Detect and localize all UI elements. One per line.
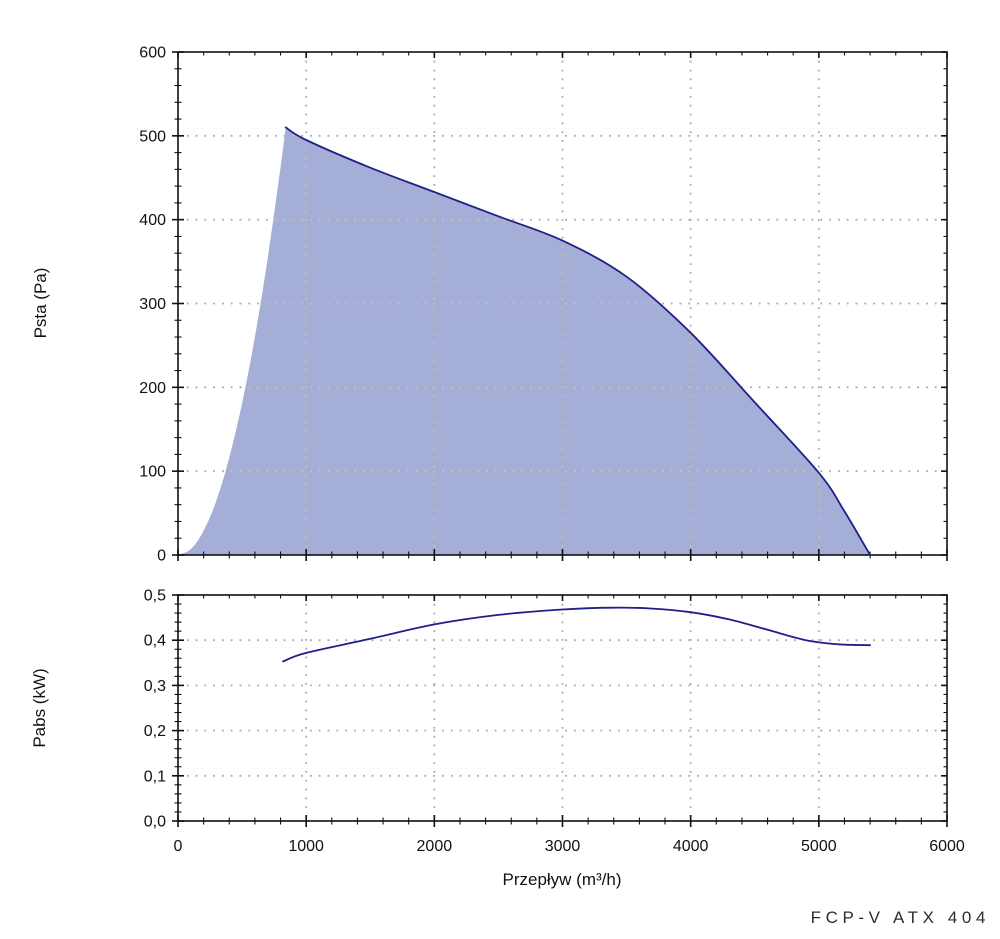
- y-tick-label: 300: [139, 296, 166, 313]
- y-tick-label: 0,4: [144, 633, 166, 650]
- y-tick-label: 600: [139, 45, 166, 62]
- x-tick-label: 2000: [417, 838, 453, 855]
- y-tick-label: 0: [157, 548, 166, 565]
- x-tick-label: 3000: [545, 838, 581, 855]
- gridlines: [178, 595, 947, 821]
- y-tick-label: 100: [139, 464, 166, 481]
- x-tick-label: 1000: [288, 838, 324, 855]
- y-tick-label: 0,5: [144, 588, 166, 605]
- flow-axis-title: Przepływ (m³/h): [502, 870, 622, 889]
- y-tick-label: 200: [139, 380, 166, 397]
- y-tick-label: 0,3: [144, 678, 166, 695]
- plot-power: 0,0 0,1 0,2 0,3 0,4 0,5 0 1000 2000 3000 4000 5000 6…: [144, 588, 965, 856]
- operating-area-fill: [178, 127, 871, 556]
- absorbed-power-curve: [282, 606, 871, 663]
- fan-pressure-curve: [284, 126, 871, 556]
- x-tick-label: 6000: [929, 838, 965, 855]
- model-label: FCP-V ATX 404: [810, 908, 990, 927]
- ticks: [172, 51, 948, 561]
- x-tick-label: 0: [174, 838, 183, 855]
- pressure-axis-title: Psta (Pa): [31, 267, 50, 339]
- ticks: [172, 594, 948, 827]
- plot-frame: [177, 594, 948, 822]
- y-tick-label: 0,0: [144, 814, 166, 831]
- y-tick-label: 0,1: [144, 768, 166, 785]
- x-tick-label: 4000: [673, 838, 709, 855]
- plot-pressure: 0 100 200 300 400 500 600: [139, 45, 948, 565]
- x-tick-label: 5000: [801, 838, 837, 855]
- y-tick-label: 0,2: [144, 723, 166, 740]
- y-tick-label: 400: [139, 212, 166, 229]
- power-axis-title: Pabs (kW): [30, 668, 49, 748]
- y-tick-label: 500: [139, 128, 166, 145]
